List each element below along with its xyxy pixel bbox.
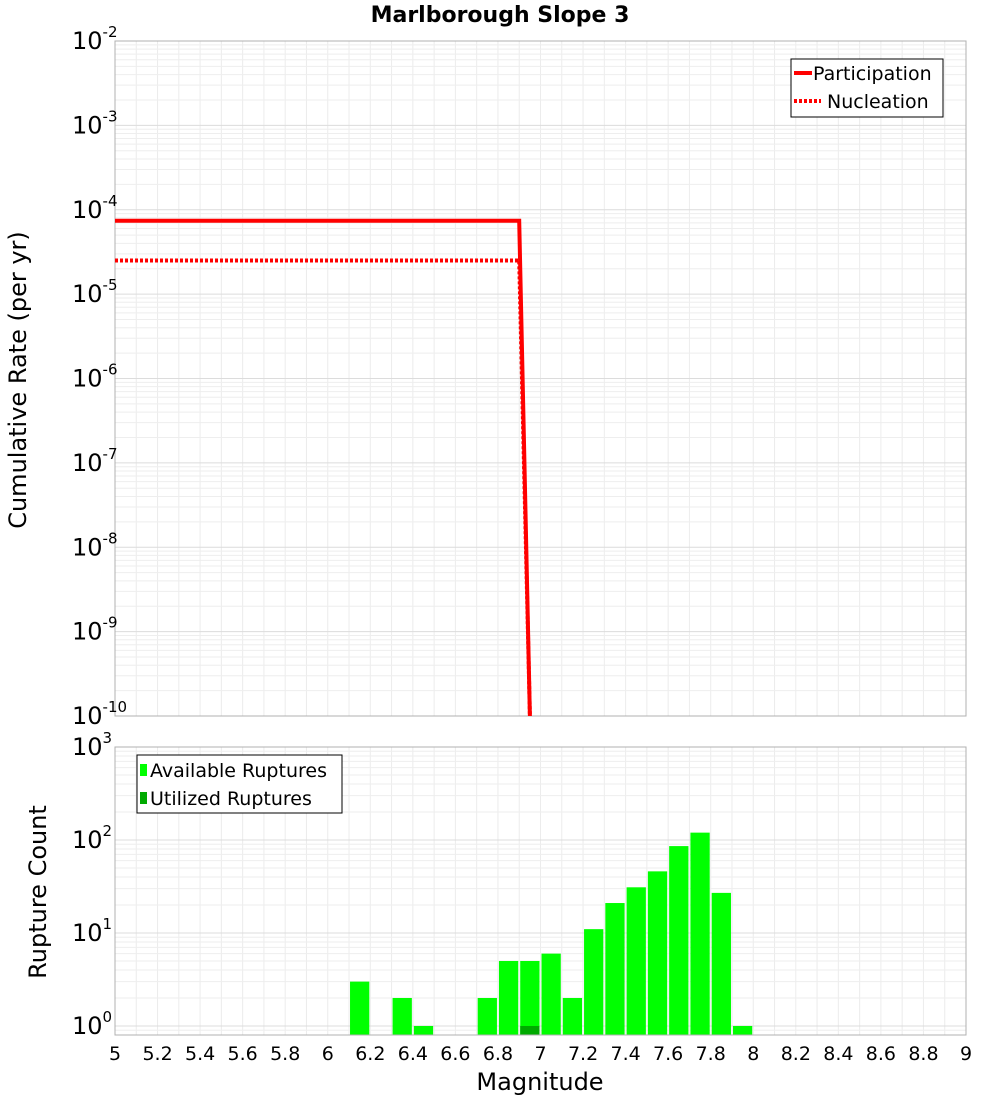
- rate-y-axis-label: Cumulative Rate (per yr): [4, 231, 32, 529]
- available-ruptures-bar: [647, 871, 668, 1035]
- count-y-tick-label: 100: [72, 1008, 112, 1040]
- x-tick-label: 5.4: [185, 1043, 215, 1065]
- participation-rate-line: [115, 218, 532, 717]
- rate-y-tick-label: 10-3: [72, 107, 118, 139]
- count-panel: 103 102 101 100 5 5.2 5.4 5.6 5.8 6 6.2 6.4 6.6 6.8 7…: [24, 729, 972, 1096]
- available-ruptures-bar: [605, 903, 625, 1035]
- rate-y-tick-label: 10-6: [72, 361, 118, 393]
- legend-available-label: Available Ruptures: [150, 760, 327, 782]
- count-y-axis-label: Rupture Count: [24, 805, 52, 979]
- rate-plot-frame: [114, 40, 967, 717]
- available-ruptures-bar: [690, 832, 710, 1035]
- x-tick-label: 7.2: [568, 1043, 598, 1065]
- legend-utilized-swatch: [140, 792, 147, 804]
- count-y-tick-label: 102: [72, 822, 112, 854]
- x-tick-label: 7.8: [696, 1043, 726, 1065]
- x-tick-label: 9: [960, 1043, 972, 1065]
- rate-y-tick-label: 10-8: [72, 529, 118, 561]
- rate-legend-box: [790, 58, 944, 118]
- available-ruptures-bar: [584, 929, 604, 1035]
- chart-title: Marlborough Slope 3: [371, 3, 630, 28]
- rate-y-tick-label: 10-2: [72, 23, 118, 55]
- available-ruptures-bar: [541, 953, 561, 1035]
- rate-series: [115, 218, 532, 717]
- x-tick-label: 7: [534, 1043, 546, 1065]
- rate-y-tick-label: 10-7: [72, 445, 118, 477]
- rate-legend: Participation Nucleation: [790, 58, 944, 118]
- count-y-tick-label: 101: [72, 915, 112, 947]
- nucleation-rate-line: [115, 258, 532, 717]
- utilized-ruptures-bar: [520, 1025, 540, 1035]
- count-legend: Available Ruptures Utilized Ruptures: [136, 754, 343, 814]
- available-ruptures-bar: [413, 1025, 434, 1035]
- x-tick-label: 8.4: [823, 1043, 853, 1065]
- x-tick-label: 6.8: [483, 1043, 513, 1065]
- x-tick-label: 7.4: [610, 1043, 640, 1065]
- legend-participation-label: Participation: [813, 63, 932, 85]
- count-y-ticks: 103 102 101 100: [72, 729, 112, 1040]
- x-tick-label: 5.2: [142, 1043, 172, 1065]
- legend-available-swatch: [140, 764, 147, 776]
- rate-grid: [114, 41, 967, 717]
- rate-y-tick-label: 10-10: [72, 698, 127, 730]
- x-tick-label: 8.6: [866, 1043, 896, 1065]
- x-tick-label: 7.6: [653, 1043, 683, 1065]
- x-tick-label: 5.8: [270, 1043, 300, 1065]
- x-tick-label: 6.4: [398, 1043, 428, 1065]
- x-tick-label: 6.2: [355, 1043, 385, 1065]
- count-plot-frame: [114, 746, 967, 1036]
- x-tick-label: 5: [109, 1043, 121, 1065]
- available-ruptures-bar: [392, 997, 412, 1035]
- available-ruptures-bar: [669, 846, 689, 1035]
- available-ruptures-bar: [520, 960, 540, 1035]
- x-tick-label: 8.8: [908, 1043, 938, 1065]
- count-legend-box: [136, 754, 343, 814]
- rate-panel: 10-2 10-3 10-4 10-5 10-6 10-7 10-8 10-9 10-10 Cu…: [4, 23, 967, 730]
- count-y-tick-label: 103: [72, 729, 112, 761]
- available-ruptures-bar: [477, 997, 497, 1035]
- rate-y-tick-label: 10-5: [72, 276, 118, 308]
- available-ruptures-bar: [562, 997, 583, 1035]
- available-ruptures-bar: [350, 981, 370, 1035]
- x-tick-label: 6.6: [440, 1043, 470, 1065]
- available-ruptures-bar: [626, 887, 646, 1035]
- available-ruptures-bar: [498, 960, 519, 1035]
- x-tick-label: 6: [322, 1043, 334, 1065]
- legend-nucleation-label: Nucleation: [827, 91, 929, 113]
- rate-y-tick-label: 10-9: [72, 614, 118, 646]
- count-bars: [350, 832, 753, 1035]
- x-tick-label: 8: [747, 1043, 759, 1065]
- x-axis-label: Magnitude: [476, 1068, 603, 1096]
- rate-y-tick-label: 10-4: [72, 192, 118, 224]
- available-ruptures-bar: [732, 1025, 753, 1035]
- x-tick-label: 8.2: [781, 1043, 811, 1065]
- magnitude-x-ticks: 5 5.2 5.4 5.6 5.8 6 6.2 6.4 6.6 6.8 7 7.2 7.4 7.6 7.8 8…: [109, 1043, 972, 1065]
- legend-utilized-label: Utilized Ruptures: [150, 788, 312, 810]
- available-ruptures-bar: [711, 892, 731, 1035]
- x-tick-label: 5.6: [228, 1043, 258, 1065]
